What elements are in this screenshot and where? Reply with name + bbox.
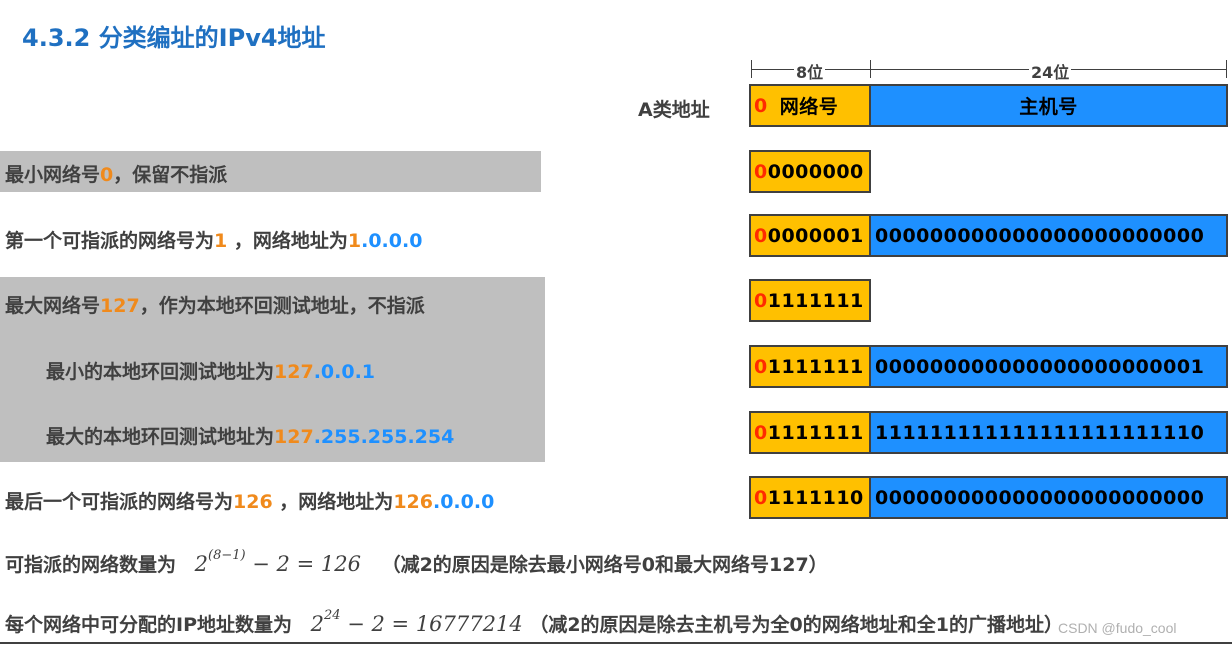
line-max-loopback: 最大的本地环回测试地址为127.255.255.254 <box>46 426 455 448</box>
watermark: CSDN @fudo_cool <box>1058 620 1177 636</box>
line-max-network: 最大网络号127，作为本地环回测试地址，不指派 <box>5 295 425 317</box>
bits-row-6-net: 0 1111110 <box>749 476 871 519</box>
page-title: 4.3.2 分类编址的IPv4地址 <box>22 24 326 52</box>
bits-row-2-host: 000000000000000000000000 <box>871 214 1228 257</box>
highlight-panel-2 <box>0 277 545 462</box>
header-network-cell: 0 网络号 <box>749 84 871 127</box>
line-first-network: 第一个可指派的网络号为1 ，网络地址为1.0.0.0 <box>5 230 423 252</box>
highlight-panel-1 <box>0 151 541 192</box>
bits-row-6-host: 000000000000000000000000 <box>871 476 1228 519</box>
formula-network-count: 可指派的网络数量为 2(8−1) − 2 = 126 （减2的原因是除去最小网络… <box>5 548 828 576</box>
bits-row-4-net: 0 1111111 <box>749 345 871 388</box>
bits-row-5-net: 0 1111111 <box>749 411 871 454</box>
dim-tick-right <box>1226 60 1227 78</box>
bits-row-4-host: 000000000000000000000001 <box>871 345 1228 388</box>
line-min-network: 最小网络号0，保留不指派 <box>5 164 228 186</box>
bits-row-1-net: 0 0000000 <box>749 150 871 193</box>
dim-label-host: 24位 <box>1029 59 1072 83</box>
formula-host-count: 每个网络中可分配的IP地址数量为 224 − 2 = 16777214 （减2的… <box>5 608 1063 636</box>
dim-label-net: 8位 <box>794 59 826 83</box>
line-last-network: 最后一个可指派的网络号为126 ，网络地址为126.0.0.0 <box>5 491 495 513</box>
bits-row-3-net: 0 1111111 <box>749 279 871 322</box>
line-min-loopback: 最小的本地环回测试地址为127.0.0.1 <box>46 361 376 383</box>
bottom-divider <box>0 642 1232 644</box>
bits-row-2-net: 0 0000001 <box>749 214 871 257</box>
header-host-cell: 主机号 <box>871 84 1228 127</box>
class-a-label: A类地址 <box>638 99 710 121</box>
bits-row-5-host: 111111111111111111111110 <box>871 411 1228 454</box>
